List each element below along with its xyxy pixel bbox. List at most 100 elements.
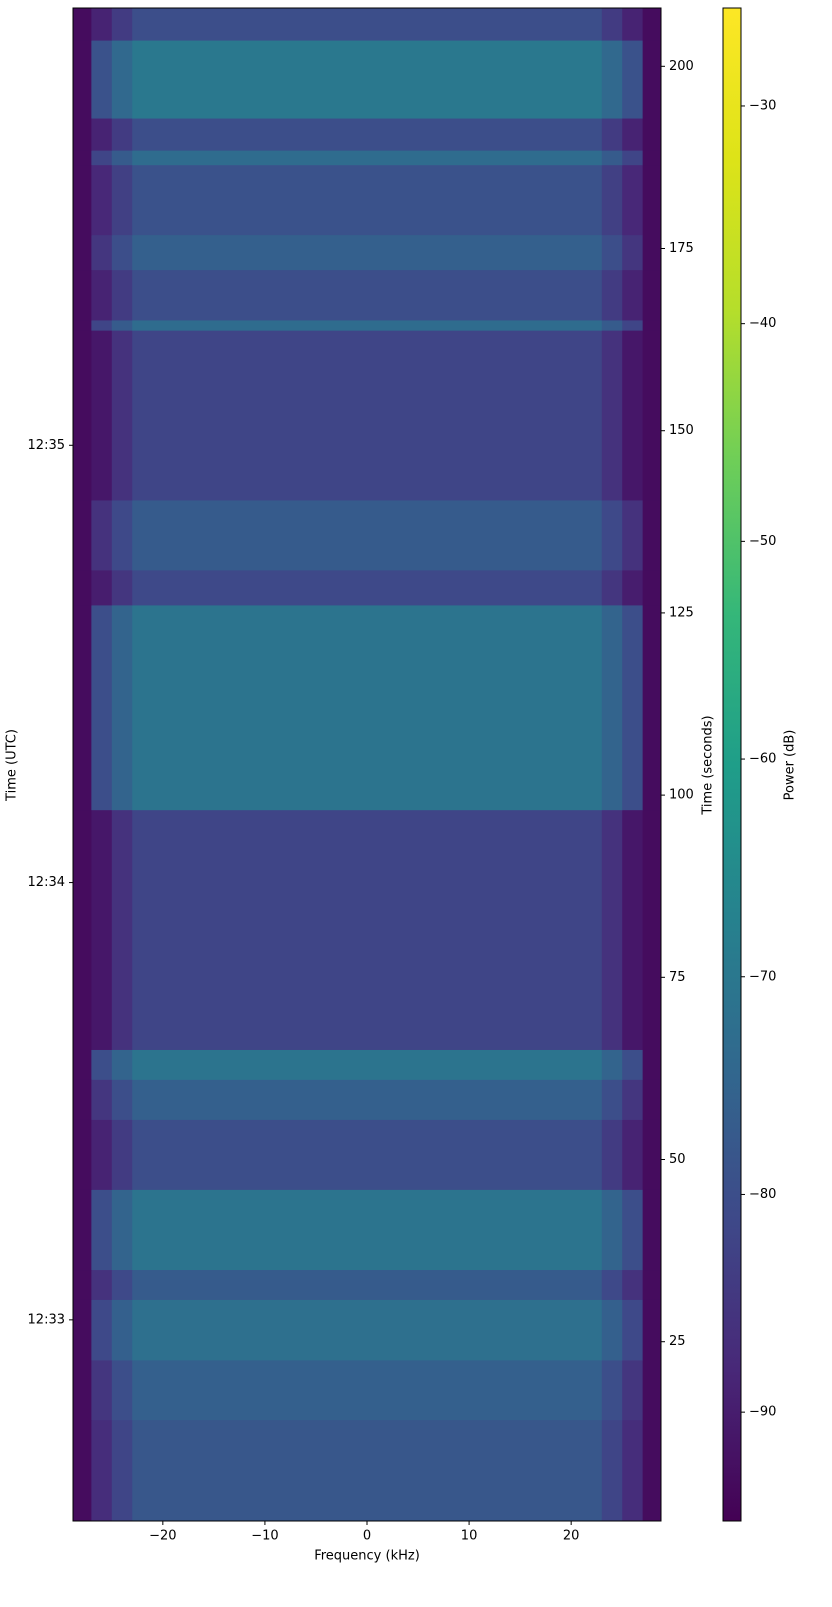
spectrogram-cell: [132, 1299, 603, 1361]
spectrogram-cell: [601, 118, 623, 151]
spectrogram-cell: [111, 569, 133, 606]
spectrogram-cell: [111, 1079, 133, 1120]
spectrogram-cell: [642, 8, 662, 41]
spectrogram-cell: [601, 1049, 623, 1080]
spectrogram-cell: [642, 1189, 662, 1271]
spectrogram-cell: [642, 118, 662, 151]
spectrogram-cell: [132, 150, 603, 166]
spectrogram-cell: [601, 604, 623, 811]
spectrogram-cell: [622, 499, 644, 571]
spectrogram-cell: [622, 234, 644, 271]
colorbar-label: Power (dB): [783, 730, 798, 801]
spectrogram-cell: [111, 150, 133, 166]
spectrogram-cell: [132, 164, 603, 236]
spectrogram-cell: [622, 1359, 644, 1421]
spectrogram-cell: [132, 1419, 603, 1522]
spectrogram-cell: [601, 1299, 623, 1361]
spectrogram-cell: [91, 604, 113, 811]
spectrogram-cell: [91, 269, 113, 321]
spectrogram-cell: [73, 499, 92, 571]
spectrogram-cell: [132, 1119, 603, 1190]
spectrogram-cell: [91, 150, 113, 166]
spectrogram-cell: [91, 1359, 113, 1421]
spectrogram-cell: [91, 1079, 113, 1120]
spectrogram-cell: [91, 40, 113, 119]
spectrogram-cell: [601, 330, 623, 501]
spectrogram-cell: [132, 118, 603, 151]
x-tick-label: 10: [461, 1529, 478, 1544]
spectrogram-cell: [73, 1049, 92, 1080]
x-axis-label: Frequency (kHz): [314, 1549, 420, 1564]
x-tick-label: 20: [563, 1529, 580, 1544]
spectrogram-cell: [91, 234, 113, 271]
x-tick-label: −20: [149, 1529, 176, 1544]
spectrogram-cell: [111, 1049, 133, 1080]
spectrogram-cell: [111, 8, 133, 41]
spectrogram-cell: [622, 1049, 644, 1080]
spectrogram-cell: [111, 1299, 133, 1361]
spectrogram-cell: [111, 1419, 133, 1522]
spectrogram-cell: [73, 319, 92, 331]
spectrogram-cell: [73, 40, 92, 119]
spectrogram-cell: [91, 164, 113, 236]
spectrogram-cell: [132, 269, 603, 321]
spectrogram-cell: [132, 809, 603, 1050]
colorbar-tick-label: −30: [749, 98, 776, 113]
y2-tick-label: 75: [669, 970, 686, 985]
spectrogram-cell: [622, 319, 644, 331]
spectrogram-cell: [73, 1359, 92, 1421]
spectrogram-cell: [132, 319, 603, 331]
spectrogram-cell: [601, 164, 623, 236]
spectrogram-cell: [642, 150, 662, 166]
spectrogram-cell: [73, 1419, 92, 1522]
spectrogram-cell: [601, 1119, 623, 1190]
spectrogram-cell: [73, 234, 92, 271]
spectrogram-cell: [91, 118, 113, 151]
spectrogram-cell: [132, 1269, 603, 1300]
spectrogram-cell: [601, 1269, 623, 1300]
colorbar-tick-label: −60: [749, 752, 776, 767]
y2-tick-label: 100: [669, 788, 694, 803]
spectrogram-cell: [622, 809, 644, 1050]
spectrogram-cell: [132, 1189, 603, 1271]
spectrogram-cell: [622, 1079, 644, 1120]
spectrogram-cell: [111, 1269, 133, 1300]
spectrogram-cell: [111, 604, 133, 811]
spectrogram-cell: [642, 1049, 662, 1080]
spectrogram-cell: [642, 1269, 662, 1300]
spectrogram-cell: [73, 330, 92, 501]
colorbar-tick-label: −40: [749, 316, 776, 331]
y2-tick-label: 200: [669, 59, 694, 74]
y2-tick-label: 25: [669, 1334, 686, 1349]
spectrogram: [73, 8, 662, 1522]
spectrogram-cell: [111, 269, 133, 321]
spectrogram-cell: [111, 330, 133, 501]
colorbar-tick-label: −80: [749, 1187, 776, 1202]
spectrogram-cell: [132, 234, 603, 271]
y2-tick-label: 125: [669, 605, 694, 620]
spectrogram-cell: [73, 269, 92, 321]
spectrogram-cell: [73, 604, 92, 811]
spectrogram-cell: [91, 1269, 113, 1300]
spectrogram-cell: [642, 604, 662, 811]
spectrogram-cell: [132, 1359, 603, 1421]
spectrogram-cell: [73, 150, 92, 166]
spectrogram-cell: [73, 569, 92, 606]
spectrogram-cell: [601, 1419, 623, 1522]
spectrogram-cell: [73, 118, 92, 151]
spectrogram-cell: [642, 1419, 662, 1522]
spectrogram-cell: [622, 604, 644, 811]
spectrogram-cell: [132, 40, 603, 119]
spectrogram-cell: [642, 269, 662, 321]
spectrogram-cell: [601, 8, 623, 41]
spectrogram-cell: [622, 1419, 644, 1522]
y2-tick-label: 150: [669, 423, 694, 438]
spectrogram-cell: [111, 1359, 133, 1421]
spectrogram-cell: [91, 1189, 113, 1271]
spectrogram-cell: [601, 1079, 623, 1120]
spectrogram-cell: [622, 40, 644, 119]
spectrogram-cell: [91, 8, 113, 41]
spectrogram-cell: [642, 164, 662, 236]
spectrogram-cell: [601, 1359, 623, 1421]
